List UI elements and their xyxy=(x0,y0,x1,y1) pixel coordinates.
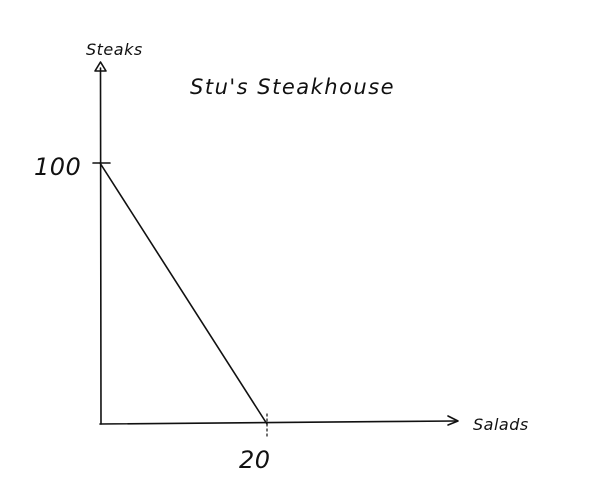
y-axis-label: Steaks xyxy=(86,40,143,59)
x-tick-label-20: 20 xyxy=(239,446,271,474)
chart-title: Stu's Steakhouse xyxy=(190,75,395,99)
y-axis-line xyxy=(99,67,102,425)
series-line-0 xyxy=(99,162,268,425)
x-axis-line xyxy=(99,420,456,425)
x-axis-arrow-icon xyxy=(447,415,459,426)
series-layer xyxy=(99,162,268,425)
y-axis-arrow-icon xyxy=(94,61,107,72)
y-tick-label-100: 100 xyxy=(34,153,81,181)
x-axis-label: Salads xyxy=(473,415,529,434)
